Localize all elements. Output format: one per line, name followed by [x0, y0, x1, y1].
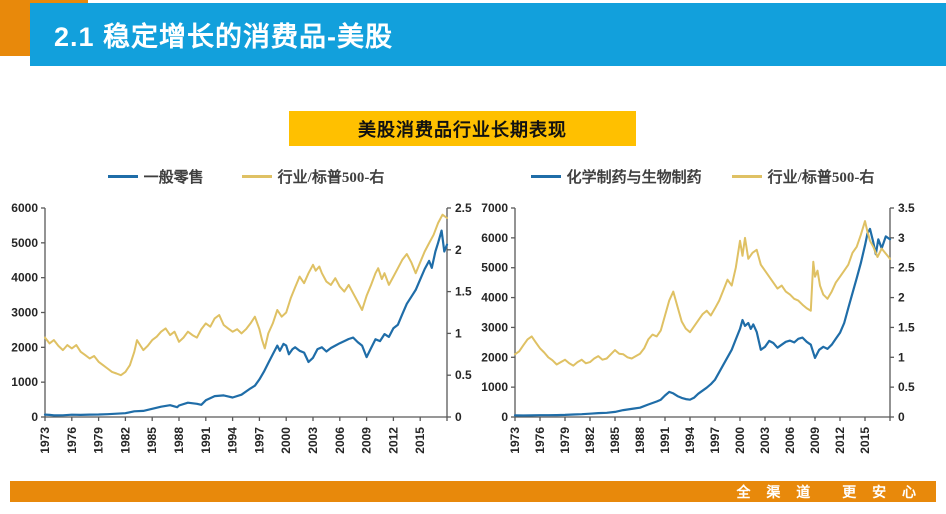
line-chart-pharma: 0 1000 2000 3000 4000 5000 6000 7000 0 0.5 1 1.5 2 2.…: [481, 201, 915, 454]
axis-tick-label: 2000: [481, 350, 508, 364]
series-line-0: [513, 227, 892, 417]
axis-tick-label: 1997: [708, 427, 722, 454]
legend-right-chart: 化学制药与生物制药 行业/标普500-右: [515, 165, 890, 187]
axis-tick-label: 0: [898, 410, 905, 424]
legend-label: 行业/标普500-右: [277, 169, 385, 186]
axis-tick-label: 2000: [279, 427, 293, 454]
legend-line-swatch-gold: [731, 174, 762, 178]
axis-tick-label: 2000: [733, 427, 747, 454]
series-line-0: [43, 229, 449, 417]
axis-tick-label: 2006: [783, 427, 797, 454]
legend-line-swatch-blue: [530, 174, 561, 178]
axis-tick-label: 0.5: [455, 368, 472, 382]
axis-tick-label: 2012: [833, 427, 847, 454]
axis-tick-label: 2015: [413, 427, 427, 454]
axis-tick-label: 3.5: [898, 201, 915, 215]
header-bar: 2.1 稳定增长的消费品-美股: [30, 3, 946, 66]
axis-tick-label: 1997: [252, 427, 266, 454]
legend-item: 行业/标普500-右: [731, 166, 875, 187]
legend-label: 化学制药与生物制药: [566, 169, 702, 186]
axis-tick-label: 2: [898, 291, 905, 305]
series-line-1: [44, 213, 448, 377]
axis-tick-label: 1973: [508, 427, 522, 454]
legend-left-chart: 一般零售 行业/标普500-右: [45, 165, 447, 187]
axis-tick-label: 1979: [558, 427, 572, 454]
axis-tick-label: 1.5: [898, 320, 915, 334]
axis-tick-label: 1988: [172, 427, 186, 454]
axis-tick-label: 1988: [633, 427, 647, 454]
axis-tick-label: 1985: [145, 427, 159, 454]
axis-tick-label: 2: [455, 243, 462, 257]
axis-tick-label: 1: [455, 326, 462, 340]
axis-tick-label: 6000: [481, 231, 508, 245]
legend-label: 行业/标普500-右: [767, 169, 875, 186]
axis-tick-label: 1000: [481, 380, 508, 394]
axis-tick-label: 1982: [583, 427, 597, 454]
footer-slogan-left: 全 渠 道: [736, 483, 817, 500]
axis-tick-label: 2000: [11, 340, 38, 354]
axis-tick-label: 2012: [386, 427, 400, 454]
legend-item: 一般零售: [107, 166, 204, 187]
legend-label: 一般零售: [143, 169, 204, 186]
axis-tick-label: 2.5: [898, 261, 915, 275]
legend-item: 化学制药与生物制药: [530, 166, 702, 187]
axis-tick-label: 2009: [808, 427, 822, 454]
axis-tick-label: 5000: [481, 261, 508, 275]
axis-tick-label: 2003: [758, 427, 772, 454]
axis-tick-label: 3: [898, 231, 905, 245]
axis-tick-label: 2006: [333, 427, 347, 454]
axis-tick-label: 0.5: [898, 380, 915, 394]
axis-tick-label: 4000: [11, 271, 38, 285]
footer-slogan-right: 更 安 心: [842, 483, 922, 500]
axis-tick-label: 4000: [481, 291, 508, 305]
legend-line-swatch-blue: [107, 174, 138, 178]
axis-tick-label: 1994: [226, 427, 240, 454]
axis-tick-label: 7000: [481, 201, 508, 215]
legend-item: 行业/标普500-右: [241, 166, 385, 187]
section-banner: 美股消费品行业长期表现: [289, 111, 636, 146]
section-banner-label: 美股消费品行业长期表现: [358, 119, 567, 140]
line-chart-retail: 0 1000 2000 3000 4000 5000 6000 0 0.5 1 1.5 2 2.5 197…: [11, 201, 472, 454]
axis-tick-label: 1982: [118, 427, 132, 454]
axis-tick-label: 1985: [608, 427, 622, 454]
axis-tick-label: 1000: [11, 375, 38, 389]
axis-tick-label: 1991: [658, 427, 672, 454]
axis-tick-label: 3000: [481, 320, 508, 334]
axis-tick-label: 3000: [11, 306, 38, 320]
axis-tick-label: 6000: [11, 201, 38, 215]
legend-line-swatch-gold: [241, 174, 272, 178]
axis-tick-label: 1976: [65, 427, 79, 454]
axis-tick-label: 1.5: [455, 285, 472, 299]
axis-tick-label: 1979: [92, 427, 106, 454]
axis-tick-label: 0: [455, 410, 462, 424]
axis-tick-label: 2.5: [455, 201, 472, 215]
axis-tick-label: 1: [898, 350, 905, 364]
footer-bar: 全 渠 道 更 安 心: [10, 481, 936, 502]
axis-tick-label: 1991: [199, 427, 213, 454]
axis-tick-label: 1973: [38, 427, 52, 454]
axis-tick-label: 2003: [306, 427, 320, 454]
axis-tick-label: 2009: [360, 427, 374, 454]
page-title: 2.1 稳定增长的消费品-美股: [54, 22, 394, 52]
series-line-1: [514, 220, 891, 367]
axis-tick-label: 1994: [683, 427, 697, 454]
axis-tick-label: 0: [501, 410, 508, 424]
axis-tick-label: 2015: [858, 427, 872, 454]
axis-tick-label: 0: [31, 410, 38, 424]
axis-tick-label: 1976: [533, 427, 547, 454]
axis-tick-label: 5000: [11, 236, 38, 250]
